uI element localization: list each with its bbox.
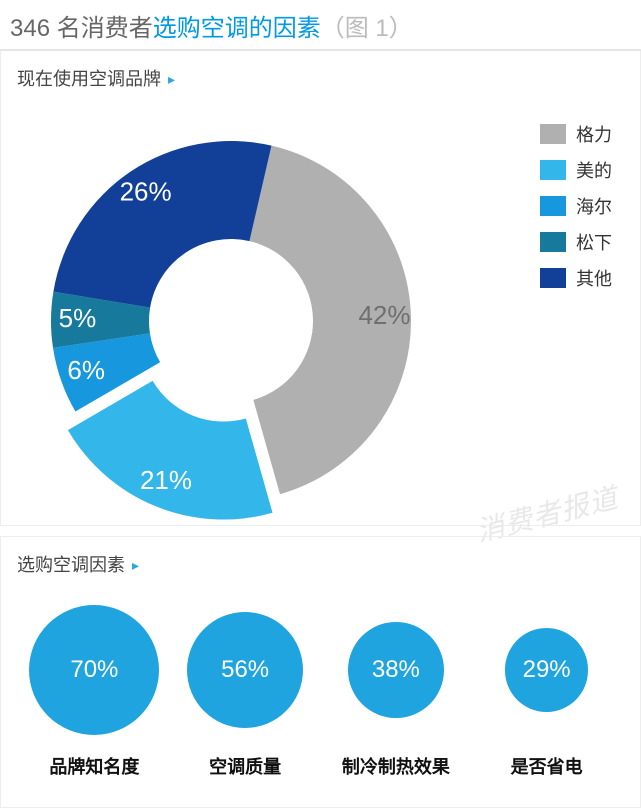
bubble-col-3: 29% (471, 628, 622, 712)
panel-current-brand-title: 现在使用空调品牌 ▸ (1, 51, 640, 91)
legend-swatch-2 (540, 196, 566, 216)
legend-label-1: 美的 (576, 157, 612, 183)
bubble-1: 56% (187, 612, 303, 728)
bubble-label-1: 空调质量 (170, 753, 321, 779)
title-highlight: 选购空调的因素 (153, 15, 321, 42)
donut-slice-4 (53, 141, 271, 308)
bubble-label-0: 品牌知名度 (19, 753, 170, 779)
donut-slice-label-4: 26% (120, 176, 172, 206)
panel-current-brand: 现在使用空调品牌 ▸ 42%21%6%5%26% 格力美的海尔松下其他 消费者报… (0, 51, 641, 526)
bubble-col-0: 70% (19, 605, 170, 735)
bubble-label-row: 品牌知名度空调质量制冷制热效果是否省电 (1, 747, 640, 779)
bubble-2: 38% (348, 622, 444, 718)
bubble-label-2: 制冷制热效果 (321, 753, 472, 779)
legend-label-2: 海尔 (576, 193, 612, 219)
legend-item-2: 海尔 (540, 193, 612, 219)
legend-swatch-4 (540, 268, 566, 288)
title-suffix: （图 1） (321, 15, 413, 42)
donut-slice-label-3: 5% (59, 303, 97, 333)
donut-chart: 42% 21% 6% 5% 26% (21, 111, 461, 551)
legend-label-4: 其他 (576, 265, 612, 291)
bubble-0: 70% (29, 605, 159, 735)
legend-item-0: 格力 (540, 121, 612, 147)
bubble-col-1: 56% (170, 612, 321, 728)
legend-item-1: 美的 (540, 157, 612, 183)
legend-label-0: 格力 (576, 121, 612, 147)
legend-item-4: 其他 (540, 265, 612, 291)
legend-swatch-1 (540, 160, 566, 180)
donut-slice-label-2: 6% (67, 355, 105, 385)
bubble-label-3: 是否省电 (471, 753, 622, 779)
page-title: 346 名消费者选购空调的因素（图 1） (0, 0, 641, 51)
donut-slice-label-1: 21% (140, 465, 192, 495)
panel1-marker-icon: ▸ (168, 71, 175, 88)
panel-purchase-factors: 选购空调因素 ▸ 70%56% 38% 29% 品牌知名度空调质量制冷制热效果是否省… (0, 536, 641, 808)
legend-swatch-3 (540, 232, 566, 252)
donut-legend: 格力美的海尔松下其他 (540, 121, 612, 301)
legend-item-3: 松下 (540, 229, 612, 255)
panel-purchase-factors-title: 选购空调因素 ▸ (1, 537, 640, 577)
donut-slice-label-0: 42% (358, 300, 410, 330)
panel1-title-text: 现在使用空调品牌 (17, 69, 161, 89)
legend-label-3: 松下 (576, 229, 612, 255)
legend-swatch-0 (540, 124, 566, 144)
bubble-row: 70%56% 38% 29% (1, 577, 640, 747)
bubble-3: 29% (505, 628, 589, 712)
title-prefix: 346 名消费者 (10, 15, 153, 42)
panel2-marker-icon: ▸ (132, 557, 139, 574)
panel2-title-text: 选购空调因素 (17, 555, 125, 575)
donut-slice-1 (68, 381, 273, 520)
bubble-col-2: 38% (321, 622, 472, 718)
